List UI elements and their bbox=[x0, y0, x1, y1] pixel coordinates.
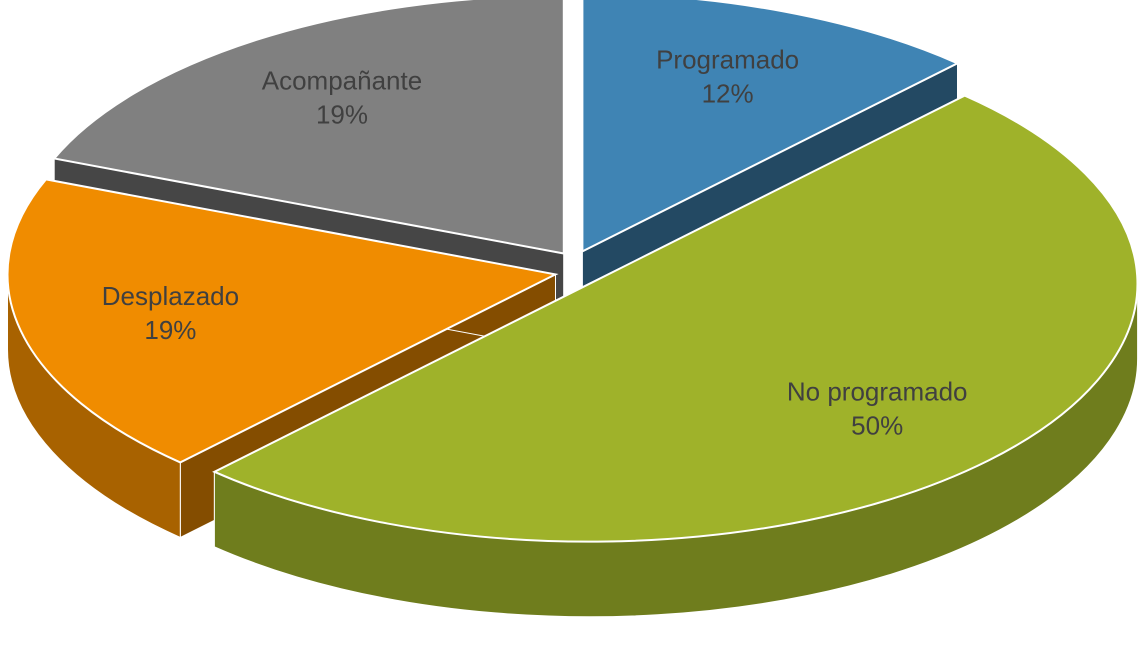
slice bbox=[52, 0, 565, 255]
slice bbox=[212, 94, 1139, 543]
slice-label: Acompañante bbox=[262, 66, 422, 96]
slice-value-label: 19% bbox=[144, 315, 196, 345]
slice bbox=[6, 178, 559, 464]
slice-label: Desplazado bbox=[102, 281, 239, 311]
slice-label: No programado bbox=[787, 377, 968, 407]
slice-label: Programado bbox=[656, 45, 799, 75]
slice-value-label: 50% bbox=[851, 411, 903, 441]
slice-value-label: 19% bbox=[316, 100, 368, 130]
slice-value-label: 12% bbox=[702, 79, 754, 109]
slice bbox=[581, 0, 960, 254]
